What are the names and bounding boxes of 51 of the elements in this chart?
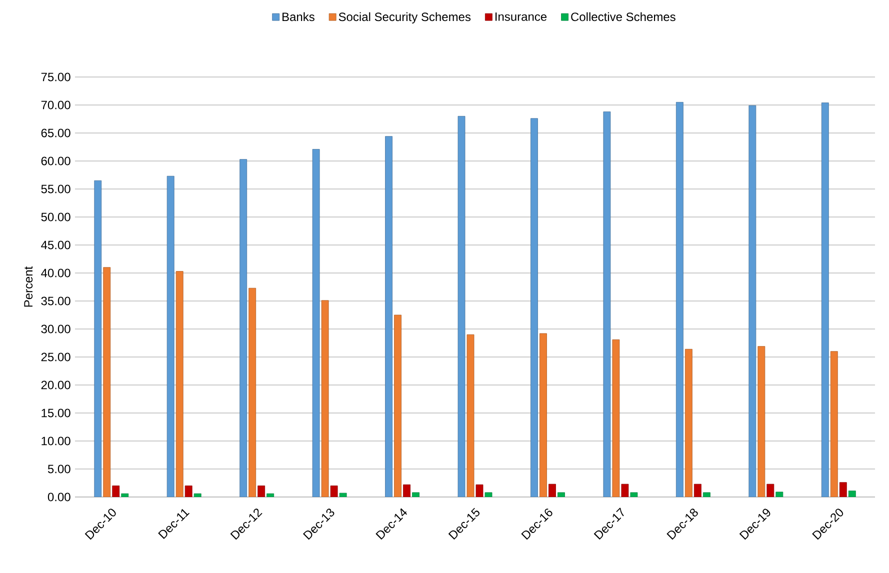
bar [403,484,410,497]
y-tick-label: 10.00 [42,436,70,446]
y-tick-label: 30.00 [41,324,70,334]
bar [94,180,102,497]
bar [330,486,338,497]
bar [621,484,629,497]
bar [248,288,256,497]
bar [830,351,838,497]
y-tick-label: 50.00 [41,212,70,222]
y-tick-label: 20.00 [41,380,70,390]
bar [821,102,829,497]
y-tick-label: 25.00 [41,352,70,362]
bar [184,486,192,497]
bar [385,136,392,497]
y-tick-label: 40.00 [41,268,70,278]
bar [612,339,620,497]
legend-label: Insurance [496,12,547,21]
bar [166,176,174,497]
y-tick-label: 5.00 [48,464,70,474]
bar [548,484,556,497]
y-tick-label: 15.00 [42,408,70,418]
bar [466,334,474,497]
bar [103,267,111,497]
bar [476,484,484,497]
bar [394,314,402,497]
y-tick-label: 45.00 [41,240,70,250]
bar [766,484,774,497]
bar [540,333,547,497]
y-tick-label: 75.00 [41,72,70,82]
legend-label: Banks [282,12,314,22]
bar [321,300,329,497]
bar [240,159,248,497]
y-tick-label: 60.00 [41,156,70,166]
y-tick-label: 35.00 [41,296,70,306]
bar [694,484,702,497]
bar [758,346,766,497]
y-tick-label: 70.00 [41,100,70,110]
bar [258,486,266,497]
bar [530,118,538,497]
bar [684,348,692,497]
bar [112,486,120,497]
y-tick-label: 55.00 [41,184,70,194]
bar [676,102,684,497]
bar [839,482,847,497]
y-axis-title: Percent [24,266,33,307]
bar [176,271,184,497]
bar [748,105,756,497]
y-tick-label: 0.00 [48,492,70,502]
y-tick-label: 65.00 [41,128,70,138]
legend-label: Social Security Schemes [338,12,471,24]
legend-label: Collective Schemes [571,12,676,22]
